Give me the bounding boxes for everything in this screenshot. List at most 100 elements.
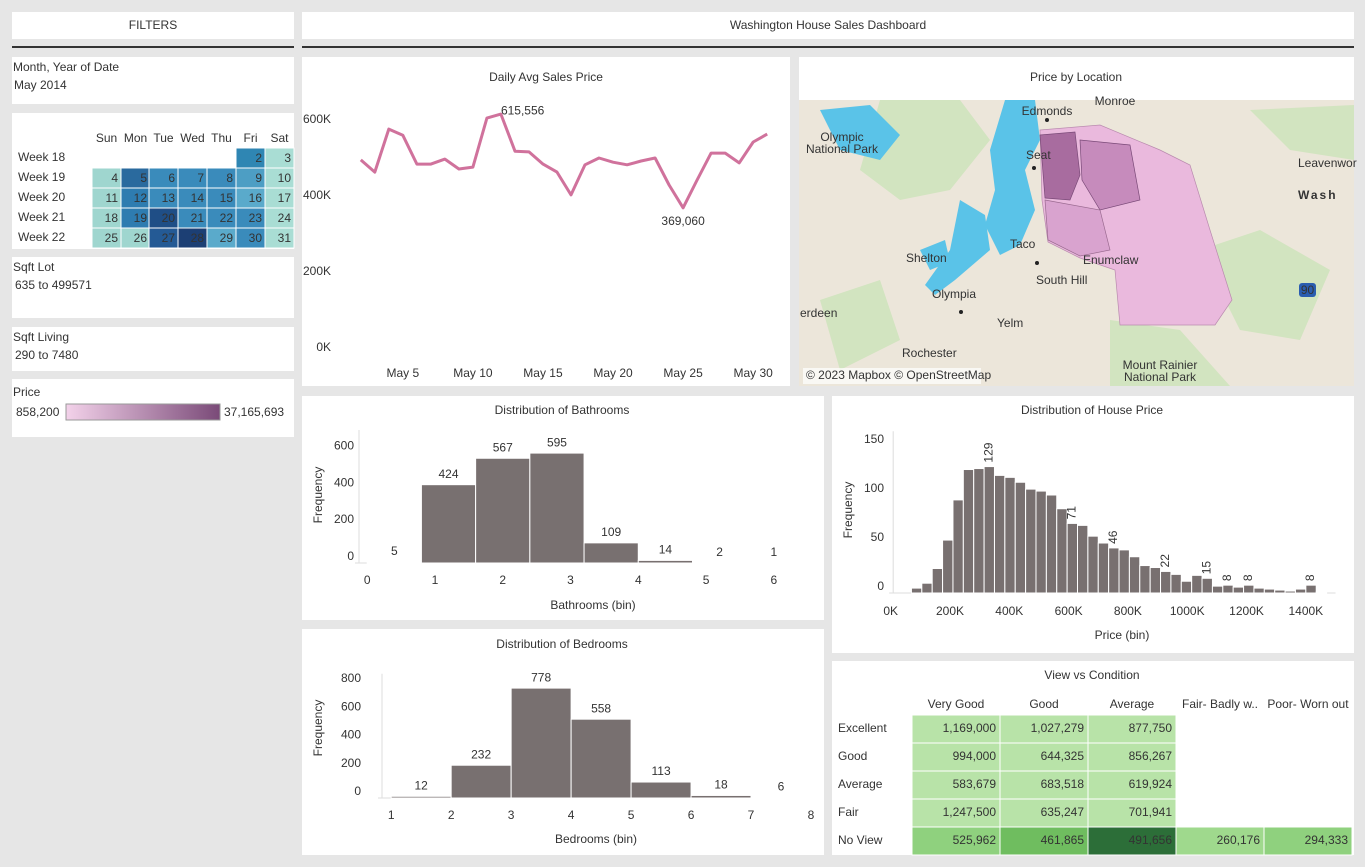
week-label: Week 21 xyxy=(18,210,65,224)
calendar-day: 21 xyxy=(191,211,205,225)
histogram-bar xyxy=(1035,490,1047,594)
weekday-label: Sun xyxy=(96,131,117,145)
histogram-bar xyxy=(1211,585,1224,594)
y-axis-title: Frequency xyxy=(841,482,855,539)
data-label: 567 xyxy=(493,440,513,454)
table-cell xyxy=(911,798,1001,828)
y-tick-label: 600K xyxy=(303,112,331,126)
histogram-bar xyxy=(1201,577,1213,594)
data-label: 18 xyxy=(714,778,728,792)
histogram-bar xyxy=(1056,508,1068,594)
chart-title: Distribution of Bathrooms xyxy=(495,403,630,417)
y-axis-title: Frequency xyxy=(311,700,325,757)
x-tick-label: May 10 xyxy=(453,366,493,380)
map-region xyxy=(1079,139,1141,211)
x-tick-label: May 15 xyxy=(523,366,563,380)
x-tick-label: 800K xyxy=(1114,604,1142,618)
y-tick-label: 100 xyxy=(864,481,884,495)
histogram-bar xyxy=(1077,524,1089,594)
table-cell xyxy=(1087,714,1177,744)
histogram-bar xyxy=(1097,542,1110,594)
calendar-day: 17 xyxy=(278,191,292,205)
calendar-day: 7 xyxy=(197,171,204,185)
data-label: 424 xyxy=(439,467,459,481)
chart-title: Distribution of Bedrooms xyxy=(496,637,627,651)
map-place: Olympia xyxy=(932,287,976,301)
calendar-day: 27 xyxy=(162,231,176,245)
table-value: 1,247,500 xyxy=(943,805,997,819)
calendar-day: 29 xyxy=(220,231,234,245)
calendar-day: 2 xyxy=(255,151,262,165)
city-dot xyxy=(1045,118,1049,122)
histogram-bar xyxy=(637,559,693,564)
table-value: 583,679 xyxy=(953,777,997,791)
table-value: 683,518 xyxy=(1041,777,1085,791)
x-tick-label: 5 xyxy=(628,808,635,822)
filter-label: Sqft Lot xyxy=(13,260,55,274)
histogram-bar xyxy=(1315,591,1328,594)
map-title: Price by Location xyxy=(1030,70,1122,84)
histogram-bar xyxy=(1284,590,1296,594)
data-label: 595 xyxy=(547,435,567,449)
calendar-day: 20 xyxy=(162,211,176,225)
map-forest xyxy=(1250,105,1354,160)
map-place: Yelm xyxy=(997,316,1023,330)
map-place: Shelton xyxy=(906,251,947,265)
price-legend-bar xyxy=(65,403,221,421)
filter-value: 290 to 7480 xyxy=(15,348,79,362)
histogram-bar xyxy=(1118,549,1130,594)
y-tick-label: 400 xyxy=(334,475,354,489)
y-axis-title: Frequency xyxy=(311,467,325,524)
highway-label: 90 xyxy=(1301,283,1315,297)
x-tick-label: May 30 xyxy=(733,366,773,380)
map-forest xyxy=(820,280,900,370)
histogram-bar xyxy=(1305,584,1317,594)
data-label: 109 xyxy=(601,525,621,539)
filter-label: Month, Year of Date xyxy=(13,60,119,74)
histogram-bar xyxy=(1066,522,1079,594)
weekday-label: Mon xyxy=(124,131,147,145)
y-tick-label: 400 xyxy=(341,728,361,742)
map-place: Monroe xyxy=(1095,94,1136,108)
histogram-bar xyxy=(942,539,954,594)
map-attribution: © 2023 Mapbox © OpenStreetMap xyxy=(806,368,991,382)
data-label: 129 xyxy=(981,442,995,462)
data-label: 22 xyxy=(1158,554,1172,568)
table-value: 856,267 xyxy=(1129,749,1173,763)
table-title: View vs Condition xyxy=(1044,668,1139,682)
weekday-label: Thu xyxy=(211,131,232,145)
highway-shield xyxy=(1299,283,1316,297)
data-label: 369,060 xyxy=(661,214,705,228)
histogram-bar xyxy=(1180,580,1193,594)
y-tick-label: 50 xyxy=(871,530,885,544)
table-value: 644,325 xyxy=(1041,749,1085,763)
column-header: Good xyxy=(1029,697,1058,711)
table-value: 1,169,000 xyxy=(943,721,997,735)
data-label: 12 xyxy=(415,778,429,792)
x-tick-label: 2 xyxy=(448,808,455,822)
y-tick-label: 600 xyxy=(334,438,354,452)
panel xyxy=(832,396,1354,653)
table-value: 701,941 xyxy=(1129,805,1173,819)
table-cell xyxy=(1263,826,1353,856)
y-tick-label: 0 xyxy=(354,784,361,798)
table-cell xyxy=(911,714,1001,744)
table-cell xyxy=(1087,798,1177,828)
calendar-day: 19 xyxy=(134,211,148,225)
calendar-day: 23 xyxy=(249,211,263,225)
calendar-day: 31 xyxy=(278,231,292,245)
histogram-bar xyxy=(1108,547,1120,594)
data-label: 2 xyxy=(716,545,723,559)
y-tick-label: 200 xyxy=(334,512,354,526)
table-value: 525,962 xyxy=(953,833,997,847)
calendar-day: 13 xyxy=(162,191,176,205)
data-label: 778 xyxy=(531,670,551,684)
week-label: Week 20 xyxy=(18,190,65,204)
x-tick-label: 0 xyxy=(364,573,371,587)
attribution-bg xyxy=(803,368,981,384)
map xyxy=(799,100,1354,386)
map-place: Olympic xyxy=(820,130,863,144)
y-tick-label: 0 xyxy=(877,579,884,593)
table-value: 994,000 xyxy=(953,749,997,763)
